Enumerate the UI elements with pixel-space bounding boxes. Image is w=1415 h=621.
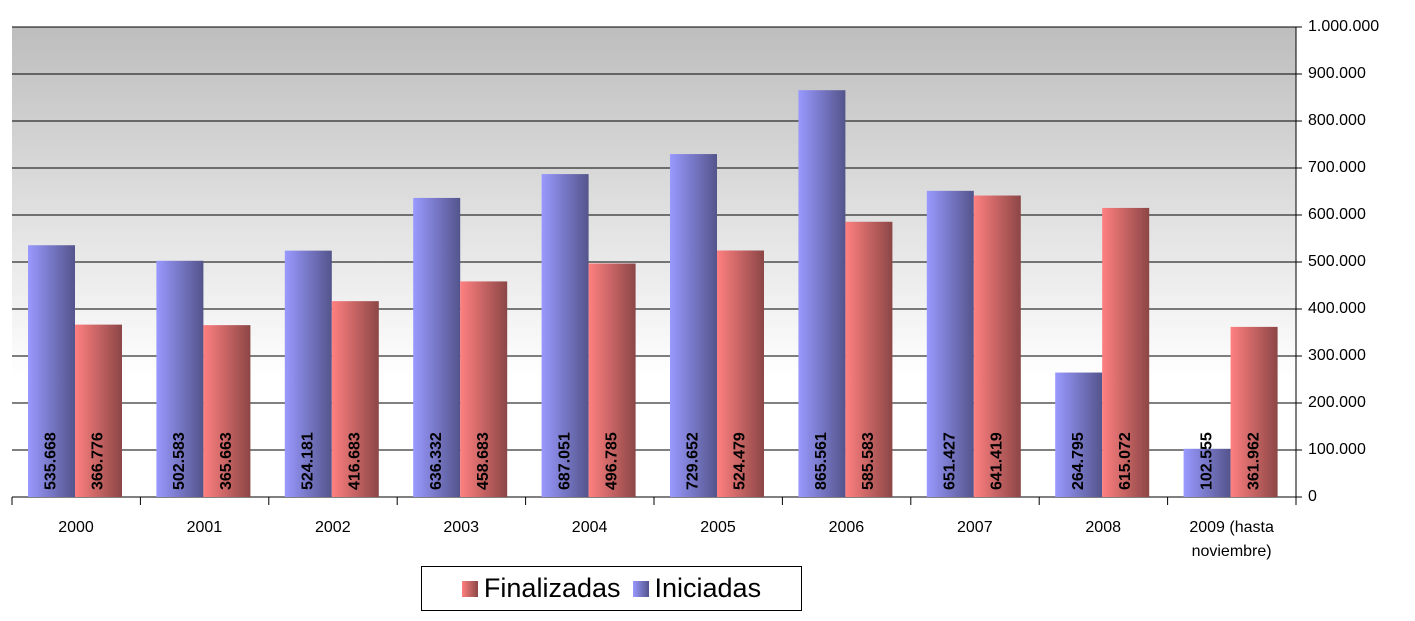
bar: [541, 174, 589, 497]
value-label: 636.332: [428, 432, 445, 490]
x-tick-label: 2009 (hasta noviembre): [1189, 519, 1274, 560]
value-label: 585.583: [860, 432, 877, 490]
y-tick-label: 400.000: [1308, 300, 1366, 317]
x-tick-label: 2007: [957, 519, 993, 536]
value-label: 615.072: [1117, 432, 1134, 490]
bar: [28, 245, 75, 497]
bar: [1102, 207, 1150, 498]
value-label: 361.962: [1245, 432, 1262, 490]
value-label: 458.683: [475, 432, 492, 490]
value-label: 535.668: [43, 432, 60, 490]
bar: [1183, 448, 1231, 497]
legend-label: Iniciadas: [654, 573, 762, 603]
value-label: 496.785: [603, 432, 620, 490]
bar: [203, 325, 251, 497]
y-tick-label: 1.000.000: [1308, 18, 1379, 35]
value-label: 524.181: [300, 432, 317, 490]
bar: [331, 301, 379, 497]
bar: [798, 90, 846, 497]
bar: [75, 324, 122, 497]
bar: [670, 154, 717, 498]
legend-swatch: [461, 580, 478, 597]
x-tick-label: 2002: [315, 519, 351, 536]
bar: [717, 250, 764, 497]
legend-swatch: [632, 580, 649, 597]
value-label: 865.561: [813, 432, 830, 490]
bar: [156, 260, 204, 497]
value-label: 102.555: [1198, 432, 1215, 490]
bar: [973, 195, 1021, 497]
x-tick-label: 2004: [571, 519, 608, 536]
value-label: 729.652: [685, 432, 702, 490]
value-label: 365.663: [218, 432, 235, 490]
x-tick-label: 2003: [443, 519, 479, 536]
value-label: 366.776: [90, 432, 107, 490]
bar: [926, 190, 974, 497]
bar: [284, 250, 332, 497]
x-tick-label: 2000: [58, 519, 94, 536]
y-tick-label: 900.000: [1308, 65, 1366, 82]
y-tick-label: 0: [1308, 488, 1317, 505]
value-label: 524.479: [732, 432, 749, 490]
x-tick-label: 2001: [186, 519, 223, 536]
y-tick-label: 600.000: [1308, 206, 1366, 223]
y-tick-label: 700.000: [1308, 159, 1366, 176]
legend-item: Finalizadas: [461, 573, 621, 604]
y-tick-label: 800.000: [1308, 112, 1366, 129]
y-tick-label: 500.000: [1308, 253, 1366, 270]
legend: Finalizadas Iniciadas: [421, 566, 802, 611]
x-tick-label: 2006: [828, 519, 865, 536]
bar: [1230, 326, 1278, 497]
y-tick-label: 100.000: [1308, 441, 1366, 458]
value-label: 641.419: [989, 432, 1006, 490]
y-tick-label: 200.000: [1308, 394, 1366, 411]
legend-label: Finalizadas: [483, 573, 621, 603]
x-tick-label: 2008: [1085, 519, 1121, 536]
value-label: 687.051: [556, 432, 573, 490]
value-label: 264.795: [1070, 432, 1087, 490]
bar: [460, 281, 508, 497]
value-label: 416.683: [347, 432, 364, 490]
bar: [845, 221, 893, 497]
x-tick-label: 2005: [700, 519, 736, 536]
value-label: 651.427: [942, 432, 959, 490]
bar: [1055, 372, 1103, 497]
value-label: 502.583: [171, 432, 188, 490]
y-tick-label: 300.000: [1308, 347, 1366, 364]
bar: [588, 263, 636, 497]
bar: [413, 197, 461, 498]
legend-item: Iniciadas: [632, 573, 762, 604]
